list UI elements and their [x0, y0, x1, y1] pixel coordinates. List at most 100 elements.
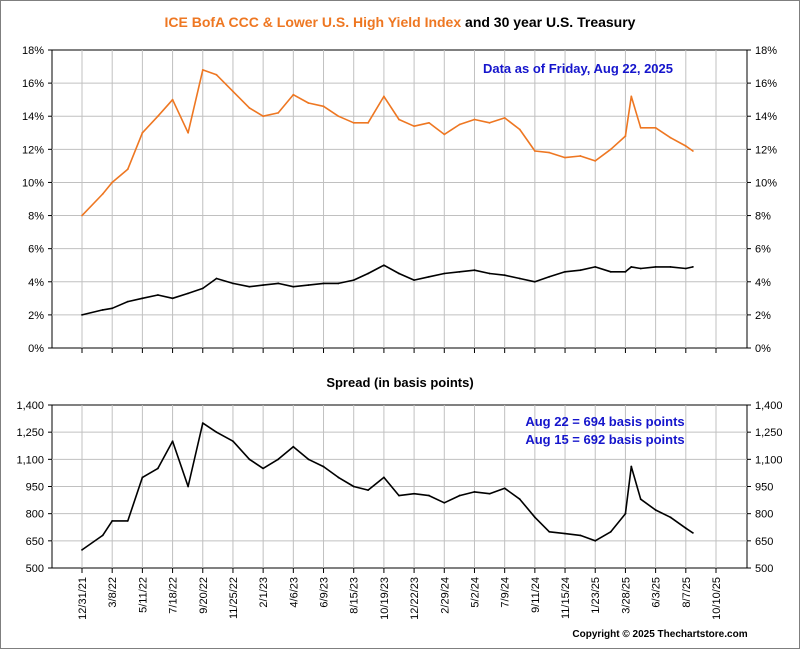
- top-ytick-label-right: 12%: [755, 144, 777, 156]
- top-point: [141, 297, 144, 300]
- spread-point: [232, 440, 234, 443]
- spread-ytick-label-left: 1,100: [16, 454, 44, 466]
- top-point: [609, 148, 612, 151]
- spread-point: [322, 465, 325, 468]
- top-point: [383, 95, 385, 98]
- top-point: [171, 297, 174, 300]
- top-point: [518, 277, 521, 280]
- top-point: [443, 133, 446, 136]
- top-gridlines: [52, 50, 747, 348]
- top-y-axis: 0% 0% 2% 2% 4% 4% 6% 6% 8% 8% 10% 10% 12% 12% 14% 14% 16…: [22, 45, 777, 355]
- top-ytick-label-left: 16%: [22, 78, 44, 90]
- spread-point: [383, 476, 385, 479]
- top-point: [413, 125, 415, 128]
- spread-point: [458, 494, 461, 497]
- top-point: [292, 93, 295, 96]
- top-point: [473, 269, 476, 272]
- x-tick-label: 12/31/21: [77, 577, 89, 620]
- copyright: Copyright © 2025 Thechartstore.com: [572, 629, 747, 640]
- top-ytick-label-right: 14%: [755, 111, 777, 123]
- spread-point: [624, 512, 627, 515]
- top-point: [322, 282, 325, 285]
- spread-point: [292, 445, 295, 448]
- spread-point: [337, 476, 340, 479]
- bottom-gridlines: [52, 405, 747, 568]
- top-ytick-label-left: 6%: [28, 244, 44, 256]
- top-point: [533, 280, 536, 283]
- spread-point: [518, 498, 521, 501]
- spread-point: [413, 492, 415, 495]
- top-point: [630, 265, 633, 268]
- top-ytick-label-left: 14%: [22, 111, 44, 123]
- top-point: [548, 151, 551, 154]
- top-point: [579, 155, 582, 157]
- top-point: [669, 265, 672, 268]
- spread-point: [398, 494, 400, 497]
- chart-title: ICE BofA CCC & Lower U.S. High Yield Ind…: [0, 14, 800, 30]
- spread-point: [101, 534, 104, 537]
- top-point: [564, 270, 566, 273]
- x-tick-label: 1/23/25: [590, 577, 602, 614]
- top-point: [684, 267, 687, 270]
- spread-point: [157, 467, 159, 470]
- spread-annotation-line2: Aug 15 = 692 basis points: [525, 432, 684, 447]
- top-point: [383, 264, 385, 267]
- top-point: [533, 150, 536, 152]
- spread-point: [579, 534, 582, 537]
- x-tick-label: 4/6/23: [288, 577, 300, 608]
- top-point: [458, 123, 461, 126]
- top-point: [337, 115, 340, 118]
- bottom-y-axis: 500 500 650 650 800 800 950 950 1,100 1,100 1,250 1…: [16, 400, 782, 575]
- top-point: [292, 285, 295, 288]
- top-point: [307, 284, 310, 286]
- top-point: [157, 115, 159, 118]
- top-point: [518, 128, 521, 131]
- spread-point: [81, 548, 83, 551]
- top-point: [337, 282, 340, 285]
- spread-point: [262, 467, 265, 470]
- title-hy-part: ICE BofA CCC & Lower U.S. High Yield Ind…: [164, 14, 462, 30]
- top-point: [669, 136, 672, 139]
- top-ytick-label-right: 2%: [755, 310, 771, 322]
- x-tick-label: 6/3/25: [651, 577, 663, 608]
- top-point: [232, 282, 234, 285]
- top-point: [594, 265, 597, 268]
- top-ytick-label-right: 18%: [755, 45, 777, 57]
- x-tick-label: 12/22/23: [409, 577, 421, 620]
- top-ytick-label-right: 16%: [755, 78, 777, 90]
- top-point: [262, 284, 265, 286]
- top-ytick-label-left: 8%: [28, 211, 44, 223]
- top-point: [171, 98, 174, 101]
- top-plot-area: [51, 49, 748, 349]
- x-tick-label: 7/9/24: [500, 577, 512, 608]
- x-tick-label: 3/28/25: [620, 577, 632, 614]
- top-point: [277, 112, 280, 114]
- top-point: [187, 292, 190, 295]
- top-point: [594, 160, 597, 162]
- top-point: [579, 269, 582, 272]
- spread-point: [126, 520, 129, 522]
- top-point: [262, 115, 265, 118]
- spread-point: [488, 492, 491, 495]
- top-ytick-label-right: 0%: [755, 343, 771, 355]
- x-tick-label: 11/25/22: [228, 577, 240, 619]
- spread-point: [352, 485, 355, 488]
- spread-point: [503, 487, 506, 490]
- top-point: [248, 107, 251, 109]
- spread-point: [684, 527, 687, 530]
- top-ytick-label-left: 18%: [22, 45, 44, 57]
- top-point: [488, 121, 491, 124]
- x-tick-label: 8/15/23: [349, 577, 361, 614]
- top-point: [141, 131, 144, 134]
- top-point: [398, 272, 400, 275]
- top-point: [126, 168, 129, 171]
- spread-point: [428, 494, 430, 497]
- top-ytick-label-left: 0%: [28, 343, 44, 355]
- top-ytick-label-right: 6%: [755, 244, 771, 256]
- top-point: [473, 118, 476, 121]
- top-point: [232, 90, 234, 93]
- spread-point: [691, 531, 694, 534]
- top-point: [201, 68, 204, 71]
- spread-point: [187, 485, 190, 488]
- spread-ytick-label-left: 1,250: [16, 427, 44, 439]
